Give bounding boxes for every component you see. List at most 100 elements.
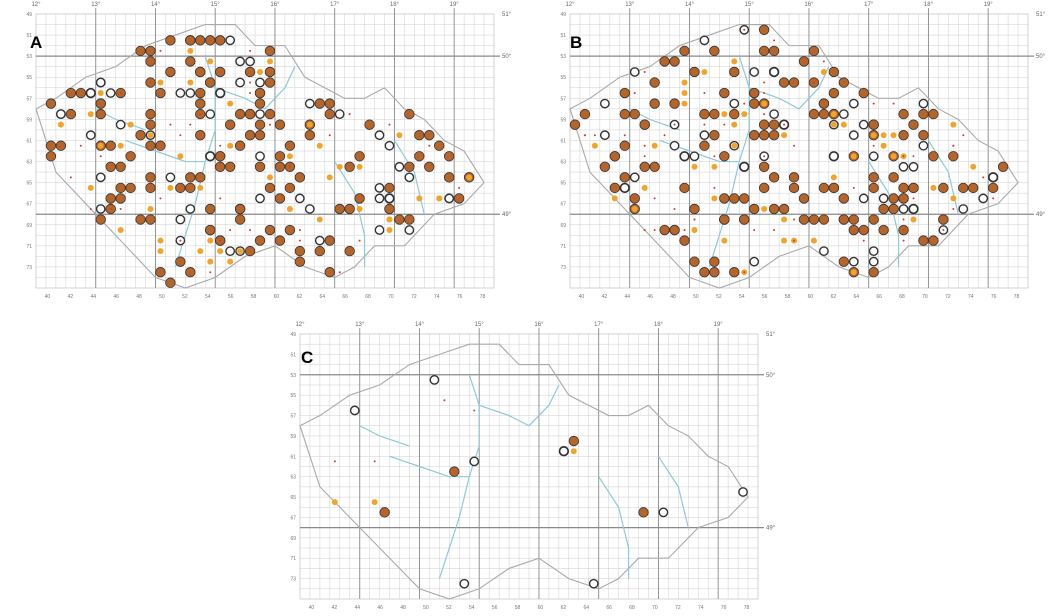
occurrence-brown bbox=[65, 108, 77, 120]
longitude-label: 16° bbox=[270, 2, 280, 8]
occurrence-brown bbox=[145, 182, 156, 194]
occurrence-red bbox=[912, 155, 915, 158]
occurrence-brown bbox=[788, 77, 800, 88]
latitude-label: 49° bbox=[766, 526, 776, 532]
grid-col-label: 68 bbox=[629, 605, 635, 611]
occurrence-ring bbox=[235, 77, 245, 88]
occurrence-red bbox=[179, 239, 182, 242]
grid-col-label: 48 bbox=[670, 294, 676, 300]
occurrence-brown bbox=[105, 140, 116, 151]
occurrence-ring bbox=[629, 67, 640, 77]
grid-col-label: 60 bbox=[274, 294, 280, 300]
occurrence-red bbox=[388, 123, 391, 126]
occurrence-brown bbox=[699, 267, 710, 278]
occurrence-brown bbox=[334, 203, 345, 215]
grid-row-label: 55 bbox=[290, 393, 296, 399]
longitude-label: 14° bbox=[151, 2, 161, 8]
occurrence-brown bbox=[145, 172, 156, 183]
occurrence-red bbox=[743, 102, 746, 105]
occurrence-brown bbox=[165, 277, 176, 288]
occurrence-brown bbox=[709, 130, 720, 141]
occurrence-orange bbox=[890, 132, 897, 139]
occurrence-brown bbox=[709, 108, 720, 120]
occurrence-brown bbox=[264, 66, 276, 78]
occurrence-brown bbox=[95, 108, 106, 120]
grid-col-label: 78 bbox=[1014, 294, 1020, 300]
occurrence-orange bbox=[87, 184, 94, 191]
grid-col-label: 56 bbox=[228, 294, 234, 300]
occurrence-brown bbox=[364, 119, 375, 130]
occurrence-ring bbox=[738, 487, 748, 497]
occurrence-ring bbox=[304, 204, 315, 214]
occurrence-ring bbox=[384, 193, 395, 204]
occurrence-brown bbox=[599, 161, 611, 172]
grid-col-label: 76 bbox=[457, 294, 463, 300]
occurrence-brown bbox=[404, 108, 415, 120]
occurrence-brown bbox=[739, 214, 750, 225]
occurrence-red bbox=[942, 229, 945, 232]
occurrence-brown bbox=[324, 108, 335, 120]
occurrence-brown bbox=[205, 35, 216, 46]
panel-label-c: C bbox=[301, 348, 314, 367]
occurrence-brown bbox=[254, 130, 266, 141]
occurrence-brown bbox=[908, 182, 919, 194]
occurrence-brown bbox=[918, 130, 929, 141]
occurrence-brown bbox=[669, 56, 680, 67]
occurrence-brown bbox=[699, 140, 710, 151]
river bbox=[215, 66, 296, 110]
occurrence-ring bbox=[619, 183, 630, 193]
occurrence-brown bbox=[768, 119, 780, 130]
occurrence-orange bbox=[641, 184, 648, 191]
occurrence-orange bbox=[197, 248, 204, 255]
occurrence-brown bbox=[798, 214, 810, 225]
occurrence-brown bbox=[629, 108, 640, 120]
grid-col-label: 52 bbox=[446, 605, 452, 611]
occurrence-brown bbox=[679, 235, 690, 246]
grid-row-label: 57 bbox=[290, 414, 296, 420]
occurrence-ring bbox=[245, 56, 255, 67]
occurrence-brown bbox=[234, 108, 246, 120]
occurrence-brown bbox=[45, 151, 57, 162]
occurrence-orange bbox=[197, 184, 204, 191]
occurrence-orange bbox=[681, 79, 688, 86]
occurrence-brown bbox=[568, 435, 579, 447]
occurrence-brown bbox=[669, 98, 680, 109]
occurrence-brown bbox=[394, 214, 405, 225]
occurrence-brown bbox=[444, 172, 455, 183]
latitude-label: 49° bbox=[1036, 212, 1046, 218]
occurrence-brown bbox=[294, 256, 306, 267]
occurrence-ring bbox=[739, 161, 750, 172]
occurrence-brown bbox=[868, 182, 879, 194]
occurrence-red bbox=[249, 229, 252, 232]
occurrence-brown bbox=[75, 87, 86, 99]
occurrence-ring bbox=[255, 109, 265, 119]
grid-row-label: 69 bbox=[560, 223, 566, 229]
occurrence-brown bbox=[195, 87, 206, 99]
occurrence-brown bbox=[324, 235, 335, 246]
occurrence-orange bbox=[217, 248, 224, 255]
grid-row-label: 49 bbox=[560, 12, 566, 18]
occurrence-orange bbox=[147, 132, 154, 139]
grid-row-label: 71 bbox=[290, 556, 296, 562]
occurrence-red bbox=[763, 155, 766, 158]
occurrence-brown bbox=[105, 193, 116, 204]
grid-row-label: 61 bbox=[560, 138, 566, 144]
occurrence-brown bbox=[798, 193, 810, 204]
latitude-label: 51° bbox=[766, 332, 776, 338]
occurrence-ring bbox=[599, 98, 610, 109]
occurrence-brown bbox=[115, 182, 126, 194]
occurrence-orange bbox=[227, 100, 234, 107]
occurrence-red bbox=[643, 155, 646, 158]
occurrence-orange bbox=[830, 111, 837, 118]
grid-col-label: 74 bbox=[698, 605, 704, 611]
grid-row-label: 71 bbox=[26, 244, 32, 250]
occurrence-brown bbox=[165, 66, 176, 78]
occurrence-brown bbox=[699, 108, 710, 120]
grid-col-label: 44 bbox=[354, 605, 360, 611]
occurrence-brown bbox=[115, 161, 126, 172]
occurrence-brown bbox=[45, 98, 57, 109]
occurrence-brown bbox=[254, 119, 266, 130]
occurrence-orange bbox=[227, 258, 234, 265]
grid-col-label: 66 bbox=[606, 605, 612, 611]
occurrence-ring bbox=[85, 130, 96, 141]
